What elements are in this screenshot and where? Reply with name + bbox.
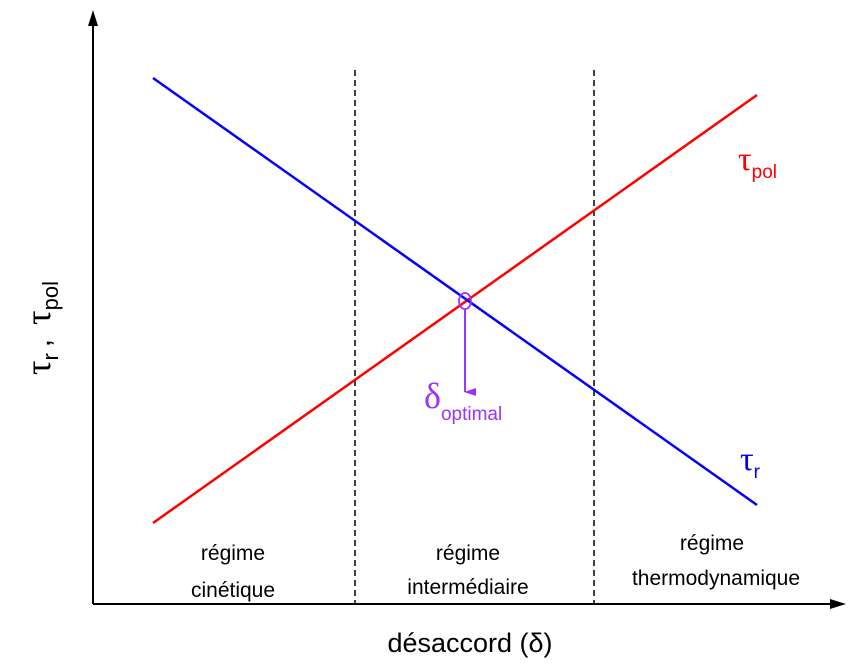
region-label: cinétique — [191, 579, 275, 602]
region-label: intermédiaire — [407, 576, 528, 599]
subscript: r — [38, 353, 63, 360]
region-label: régime — [201, 542, 265, 565]
subscript: pol — [38, 281, 63, 310]
x-axis-label: désaccord (δ) — [387, 628, 552, 658]
y-axis-arrow — [88, 10, 98, 26]
subscript: pol — [752, 162, 777, 183]
tau-pol-label: τpol — [738, 141, 777, 183]
symbol: τ — [738, 141, 752, 178]
x-axis-arrow — [830, 599, 846, 609]
region-label: régime — [680, 532, 744, 555]
y-axis-label: τr,τpol — [18, 281, 63, 375]
subscript: optimal — [441, 404, 502, 425]
tau-r-line — [152, 76, 758, 507]
tau-pol-line — [152, 93, 758, 525]
symbol: δ — [424, 376, 441, 416]
optimum-label: δoptimal — [424, 376, 502, 425]
symbol: τ — [740, 441, 754, 478]
tau-r-label: τr — [740, 441, 761, 483]
subscript: r — [754, 462, 761, 483]
symbol: τ — [18, 361, 58, 375]
region-label: thermodynamique — [632, 567, 800, 590]
separator: , — [24, 339, 57, 347]
symbol: τ — [18, 310, 58, 324]
region-label: régime — [436, 542, 500, 565]
